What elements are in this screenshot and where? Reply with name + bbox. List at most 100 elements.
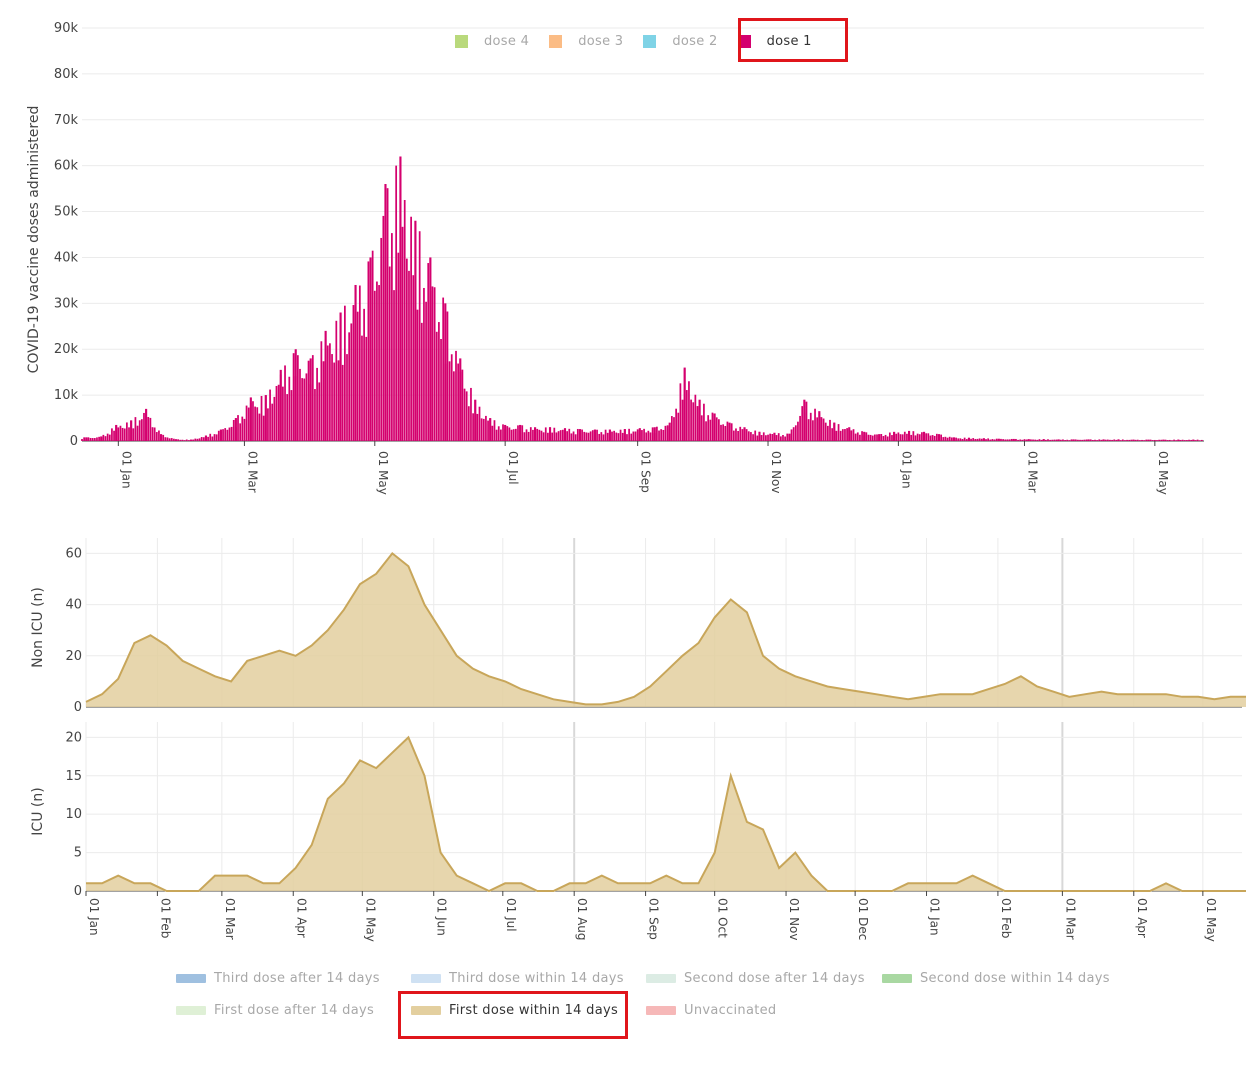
- bar: [1153, 439, 1156, 441]
- legend-item-dose-3[interactable]: dose 3: [549, 34, 623, 49]
- bar: [876, 434, 878, 441]
- bar: [474, 400, 477, 441]
- bar: [104, 436, 107, 441]
- legend-item-third-dose-within-14-days[interactable]: Third dose within 14 days: [411, 971, 624, 986]
- bar: [634, 431, 637, 441]
- bar: [106, 433, 109, 441]
- bar: [1032, 439, 1034, 441]
- y-tick-label: 15: [65, 769, 82, 784]
- bar: [728, 429, 731, 441]
- bar: [1021, 439, 1024, 441]
- bar: [1064, 440, 1066, 441]
- bar: [529, 427, 532, 441]
- legend-item-dose-2[interactable]: dose 2: [643, 34, 717, 49]
- bar: [254, 406, 256, 441]
- bar: [1160, 439, 1163, 441]
- bar: [448, 361, 451, 441]
- legend-item-third-dose-after-14-days[interactable]: Third dose after 14 days: [176, 971, 380, 986]
- bar: [611, 431, 613, 441]
- bar: [395, 165, 398, 441]
- bar: [619, 429, 622, 441]
- bar: [1027, 439, 1030, 441]
- bar: [1006, 439, 1009, 441]
- bar: [662, 429, 665, 441]
- bar: [452, 371, 455, 441]
- bar: [1173, 439, 1175, 441]
- bar: [1036, 439, 1039, 441]
- bar: [829, 419, 831, 441]
- bar: [923, 433, 925, 441]
- legend-item-first-dose-within-14-days[interactable]: First dose within 14 days: [411, 1003, 618, 1018]
- bar: [730, 423, 733, 441]
- legend-item-dose-1[interactable]: dose 1: [737, 34, 812, 49]
- y-tick-label: 30k: [54, 296, 79, 311]
- bar: [985, 439, 987, 441]
- bar: [812, 420, 814, 441]
- bar: [741, 429, 744, 441]
- bar: [1117, 439, 1120, 441]
- bar: [358, 285, 361, 441]
- bar: [249, 403, 252, 441]
- bar: [871, 435, 874, 441]
- bar: [1121, 439, 1124, 441]
- bar: [162, 434, 165, 441]
- bar: [953, 437, 955, 441]
- bar: [305, 373, 308, 441]
- vaccine-chart: 0 10k 20k 30k 40k 50k 60k 70k 80k 90k 01 Jan 01 Mar…: [26, 21, 1204, 495]
- bar: [241, 416, 244, 441]
- bar: [677, 412, 680, 441]
- legend-swatch: [646, 1006, 676, 1015]
- bar: [786, 433, 789, 441]
- legend-item-second-dose-within-14-days[interactable]: Second dose within 14 days: [882, 971, 1110, 986]
- bar: [303, 378, 306, 441]
- bar: [551, 432, 554, 441]
- bar: [288, 376, 291, 441]
- bar: [752, 434, 754, 441]
- bar: [258, 413, 261, 441]
- legend-item-second-dose-after-14-days[interactable]: Second dose after 14 days: [646, 971, 865, 986]
- bar: [1175, 440, 1178, 441]
- bar: [1143, 440, 1146, 441]
- bar: [341, 364, 344, 441]
- bar: [83, 437, 86, 441]
- bar: [863, 435, 866, 441]
- bar: [925, 433, 928, 441]
- bar: [504, 429, 507, 441]
- bar: [1145, 439, 1148, 441]
- legend-item-first-dose-after-14-days[interactable]: First dose after 14 days: [176, 1003, 374, 1018]
- legend-item-unvaccinated[interactable]: Unvaccinated: [646, 1003, 776, 1018]
- bar: [226, 429, 229, 441]
- bar: [502, 424, 504, 441]
- bar: [170, 438, 173, 441]
- bar: [638, 430, 641, 441]
- bar: [405, 258, 408, 441]
- x-tick-label: 01 Apr: [294, 898, 308, 938]
- bar: [480, 418, 483, 441]
- bar: [126, 422, 128, 441]
- bar: [547, 432, 549, 441]
- bar: [91, 438, 94, 441]
- bar: [965, 439, 968, 441]
- bar: [282, 386, 284, 441]
- bar: [940, 434, 942, 441]
- bar: [955, 437, 957, 441]
- bar: [386, 188, 389, 441]
- bar: [837, 424, 840, 441]
- bar: [880, 434, 883, 441]
- bar: [623, 429, 626, 441]
- bar: [993, 439, 996, 441]
- bar: [175, 439, 177, 441]
- bar: [916, 433, 919, 441]
- legend-item-dose-4[interactable]: dose 4: [455, 34, 529, 49]
- bar: [1111, 439, 1113, 441]
- bar: [348, 332, 351, 441]
- bar: [600, 432, 603, 441]
- bar: [636, 429, 639, 441]
- bar: [544, 427, 547, 441]
- bar: [397, 252, 400, 441]
- bar: [690, 399, 692, 441]
- bar: [143, 412, 145, 441]
- bar: [794, 425, 797, 441]
- bar: [463, 388, 466, 441]
- bar: [1017, 439, 1019, 441]
